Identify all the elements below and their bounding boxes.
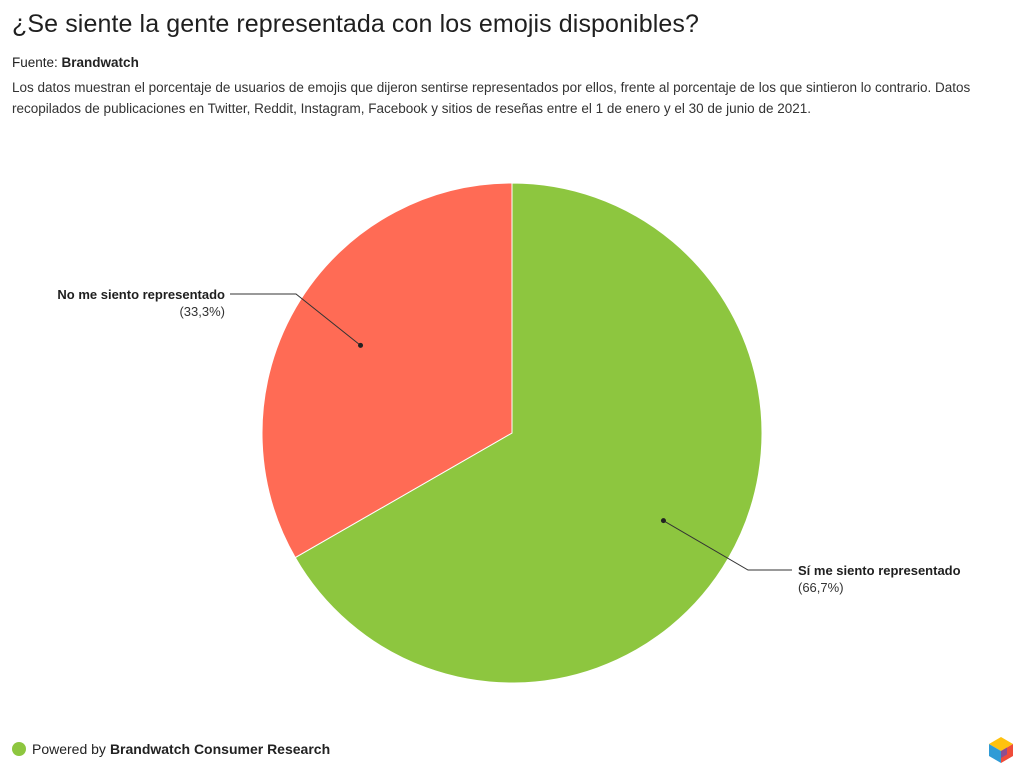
slice-label-2: No me siento representado [57,287,225,302]
powered-prefix: Powered by [32,741,106,757]
chart-title: ¿Se siente la gente representada con los… [12,10,699,38]
source-line: Fuente: Brandwatch [12,55,139,70]
slice-percent-2: (33,3%) [179,304,225,319]
pie-slice-2 [261,182,513,559]
chart-description: Los datos muestran el porcentaje de usua… [12,80,971,116]
slice-percent-1: (66,7%) [798,580,844,595]
leader-dot-1 [660,518,666,524]
source-name: Brandwatch [61,55,139,70]
footer: Powered by Brandwatch Consumer Research [12,741,330,757]
leader-dot-2 [358,342,364,348]
powered-name: Brandwatch Consumer Research [109,741,331,757]
slice-label-1: Sí me siento representado [798,563,961,578]
source-prefix: Fuente: [12,55,58,70]
brand-dot-icon [12,742,26,756]
leader-line-1 [663,520,792,571]
brandwatch-cube-icon[interactable] [988,736,1014,764]
leader-line-2 [230,293,361,346]
